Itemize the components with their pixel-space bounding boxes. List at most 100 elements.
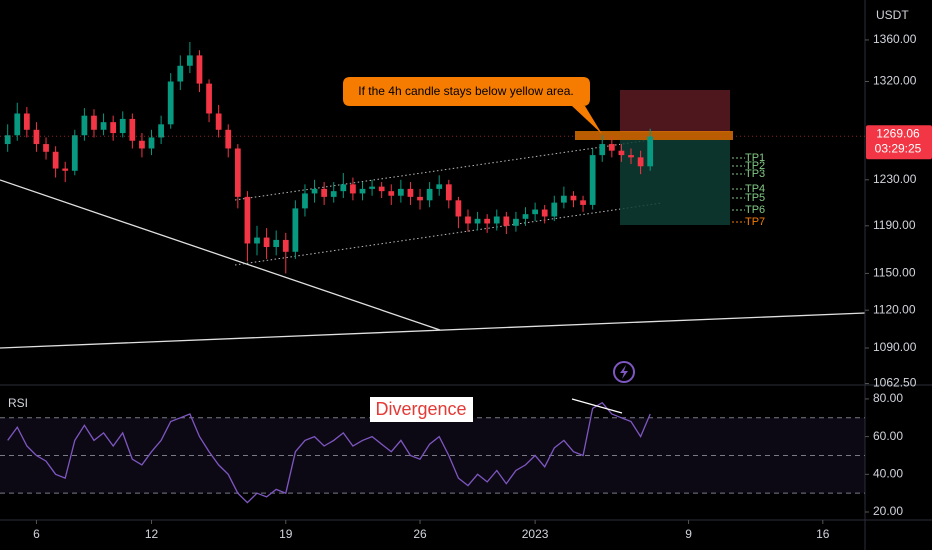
candle-body bbox=[187, 55, 193, 66]
x-tick-label: 6 bbox=[33, 527, 40, 541]
candle-body bbox=[282, 239, 289, 252]
candle-body bbox=[302, 193, 308, 209]
candle-body bbox=[493, 216, 500, 224]
candle-body bbox=[647, 136, 654, 167]
candle-body bbox=[177, 65, 184, 82]
stop-zone bbox=[620, 90, 730, 132]
candle-body bbox=[244, 196, 251, 244]
candle-body bbox=[522, 214, 529, 219]
candle-body bbox=[369, 186, 375, 189]
candle-body bbox=[455, 200, 462, 217]
divergence-line bbox=[571, 398, 623, 414]
candle-body bbox=[628, 155, 634, 158]
candle-body bbox=[62, 168, 69, 171]
y-tick-label: 1230.00 bbox=[873, 172, 917, 186]
candle-body bbox=[561, 195, 567, 203]
candle-body bbox=[340, 184, 347, 192]
x-tick-label: 12 bbox=[145, 527, 159, 541]
candle-body bbox=[407, 188, 414, 197]
candle-body bbox=[551, 202, 558, 217]
candle-body bbox=[23, 113, 30, 130]
candle-body bbox=[637, 157, 644, 167]
candle-body bbox=[474, 218, 481, 224]
candle-body bbox=[148, 137, 155, 149]
candle-body bbox=[599, 144, 606, 156]
entry-zone bbox=[575, 131, 733, 140]
countdown-label: 03:29:25 bbox=[875, 141, 922, 155]
target-label: TP7 bbox=[745, 216, 765, 228]
candle-body bbox=[608, 144, 615, 151]
candle-body bbox=[321, 188, 328, 197]
candle-body bbox=[196, 55, 203, 84]
candle-body bbox=[158, 124, 164, 138]
candle-body bbox=[119, 118, 126, 134]
target-zone bbox=[620, 140, 730, 225]
target-label: TP5 bbox=[745, 192, 765, 204]
candle-body bbox=[445, 184, 452, 201]
y-tick-label: 60.00 bbox=[873, 429, 903, 443]
candle-body bbox=[4, 135, 11, 145]
candle-body bbox=[589, 155, 596, 205]
y-tick-label: 1120.00 bbox=[873, 302, 916, 316]
y-tick-label: 1190.00 bbox=[873, 218, 916, 232]
candle-body bbox=[570, 195, 577, 201]
last-price-label: 1269.06 bbox=[876, 126, 920, 140]
trend-line bbox=[0, 179, 441, 331]
x-tick-label: 16 bbox=[816, 527, 830, 541]
candle-body bbox=[292, 208, 299, 252]
candle-body bbox=[254, 237, 260, 244]
y-tick-label: 1360.00 bbox=[873, 32, 917, 46]
x-tick-label: 19 bbox=[279, 527, 293, 541]
divergence-box bbox=[370, 397, 473, 422]
candle-body bbox=[397, 188, 404, 196]
candle-body bbox=[618, 150, 625, 156]
candle-body bbox=[100, 122, 107, 130]
target-label: TP3 bbox=[745, 168, 765, 180]
candle-body bbox=[206, 83, 212, 114]
candle-body bbox=[465, 216, 471, 224]
candle-body bbox=[139, 140, 145, 149]
x-tick-label: 9 bbox=[685, 527, 692, 541]
candle-body bbox=[225, 129, 232, 149]
candle-body bbox=[426, 188, 433, 201]
candles bbox=[4, 41, 654, 274]
candle-body bbox=[167, 81, 174, 125]
unit-label: USDT bbox=[876, 8, 909, 22]
y-tick-label: 80.00 bbox=[873, 391, 903, 405]
icon[interactable] bbox=[613, 361, 635, 383]
candle-body bbox=[359, 188, 366, 194]
target-label: TP4 bbox=[745, 183, 765, 195]
candle-body bbox=[14, 113, 21, 136]
candle-body bbox=[484, 218, 491, 224]
candle-body bbox=[378, 186, 385, 192]
y-tick-label: 20.00 bbox=[873, 504, 903, 518]
channel-line bbox=[234, 139, 651, 201]
divergence-label: Divergence bbox=[375, 399, 466, 419]
candle-body bbox=[91, 115, 97, 130]
candle-body bbox=[234, 148, 241, 197]
candle-body bbox=[43, 144, 49, 152]
candle-body bbox=[350, 184, 356, 194]
y-tick-label: 1062.50 bbox=[873, 376, 917, 390]
last-price-box bbox=[866, 125, 932, 160]
candle-body bbox=[110, 122, 117, 134]
candle-body bbox=[71, 135, 78, 171]
candle-body bbox=[33, 129, 40, 145]
target-label: TP2 bbox=[745, 160, 765, 172]
target-label: TP6 bbox=[745, 204, 765, 216]
icon[interactable] bbox=[620, 365, 628, 379]
candle-body bbox=[532, 209, 538, 215]
y-tick-label: 40.00 bbox=[873, 466, 903, 480]
candle-body bbox=[417, 196, 423, 201]
target-label: TP1 bbox=[745, 152, 765, 164]
y-tick-label: 1320.00 bbox=[873, 74, 917, 88]
y-tick-label: 1090.00 bbox=[873, 340, 917, 354]
trend-line bbox=[0, 312, 866, 349]
candle-body bbox=[81, 115, 88, 136]
annotation-bubble bbox=[343, 77, 602, 134]
y-tick-label: 1150.00 bbox=[873, 266, 916, 280]
candle-body bbox=[215, 113, 222, 130]
candle-body bbox=[330, 191, 337, 197]
candle-body bbox=[263, 237, 270, 248]
